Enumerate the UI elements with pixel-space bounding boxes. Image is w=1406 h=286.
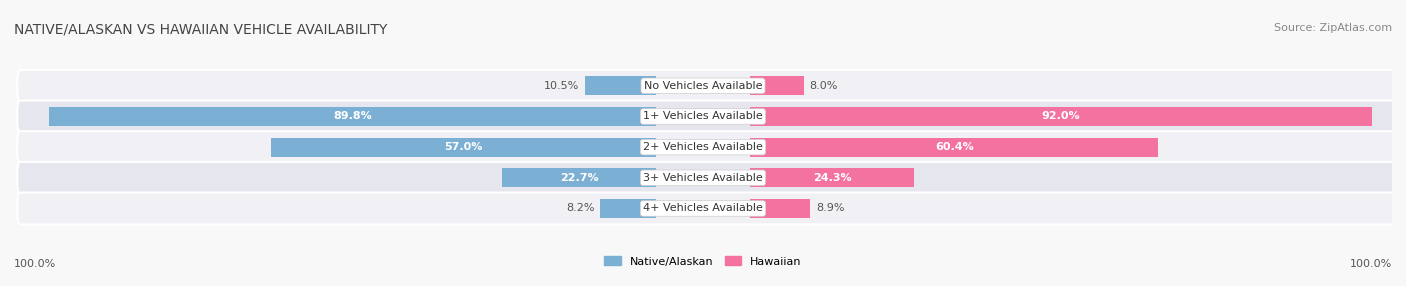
FancyBboxPatch shape — [17, 70, 1395, 102]
Text: 8.9%: 8.9% — [815, 203, 844, 213]
Bar — [502, 168, 655, 187]
Text: 8.2%: 8.2% — [567, 203, 595, 213]
FancyBboxPatch shape — [17, 131, 1395, 163]
FancyBboxPatch shape — [17, 162, 1395, 194]
Bar — [751, 138, 1159, 157]
Text: 22.7%: 22.7% — [560, 173, 599, 183]
Text: 1+ Vehicles Available: 1+ Vehicles Available — [643, 112, 763, 122]
Text: 8.0%: 8.0% — [810, 81, 838, 91]
Text: 4+ Vehicles Available: 4+ Vehicles Available — [643, 203, 763, 213]
Text: 2+ Vehicles Available: 2+ Vehicles Available — [643, 142, 763, 152]
Text: No Vehicles Available: No Vehicles Available — [644, 81, 762, 91]
FancyBboxPatch shape — [17, 101, 1395, 132]
Bar — [751, 76, 804, 95]
Bar — [600, 199, 655, 218]
Bar — [271, 138, 655, 157]
Text: 92.0%: 92.0% — [1042, 112, 1080, 122]
Text: NATIVE/ALASKAN VS HAWAIIAN VEHICLE AVAILABILITY: NATIVE/ALASKAN VS HAWAIIAN VEHICLE AVAIL… — [14, 23, 388, 37]
Bar — [49, 107, 655, 126]
Legend: Native/Alaskan, Hawaiian: Native/Alaskan, Hawaiian — [600, 252, 806, 271]
Text: 100.0%: 100.0% — [14, 259, 56, 269]
Bar — [751, 199, 810, 218]
Text: 24.3%: 24.3% — [813, 173, 852, 183]
Text: 89.8%: 89.8% — [333, 112, 371, 122]
Bar — [585, 76, 655, 95]
Text: 100.0%: 100.0% — [1350, 259, 1392, 269]
FancyBboxPatch shape — [17, 192, 1395, 225]
Text: 60.4%: 60.4% — [935, 142, 973, 152]
Bar — [751, 168, 914, 187]
Text: Source: ZipAtlas.com: Source: ZipAtlas.com — [1274, 23, 1392, 33]
Text: 57.0%: 57.0% — [444, 142, 482, 152]
Bar — [751, 107, 1372, 126]
Text: 10.5%: 10.5% — [544, 81, 579, 91]
Text: 3+ Vehicles Available: 3+ Vehicles Available — [643, 173, 763, 183]
